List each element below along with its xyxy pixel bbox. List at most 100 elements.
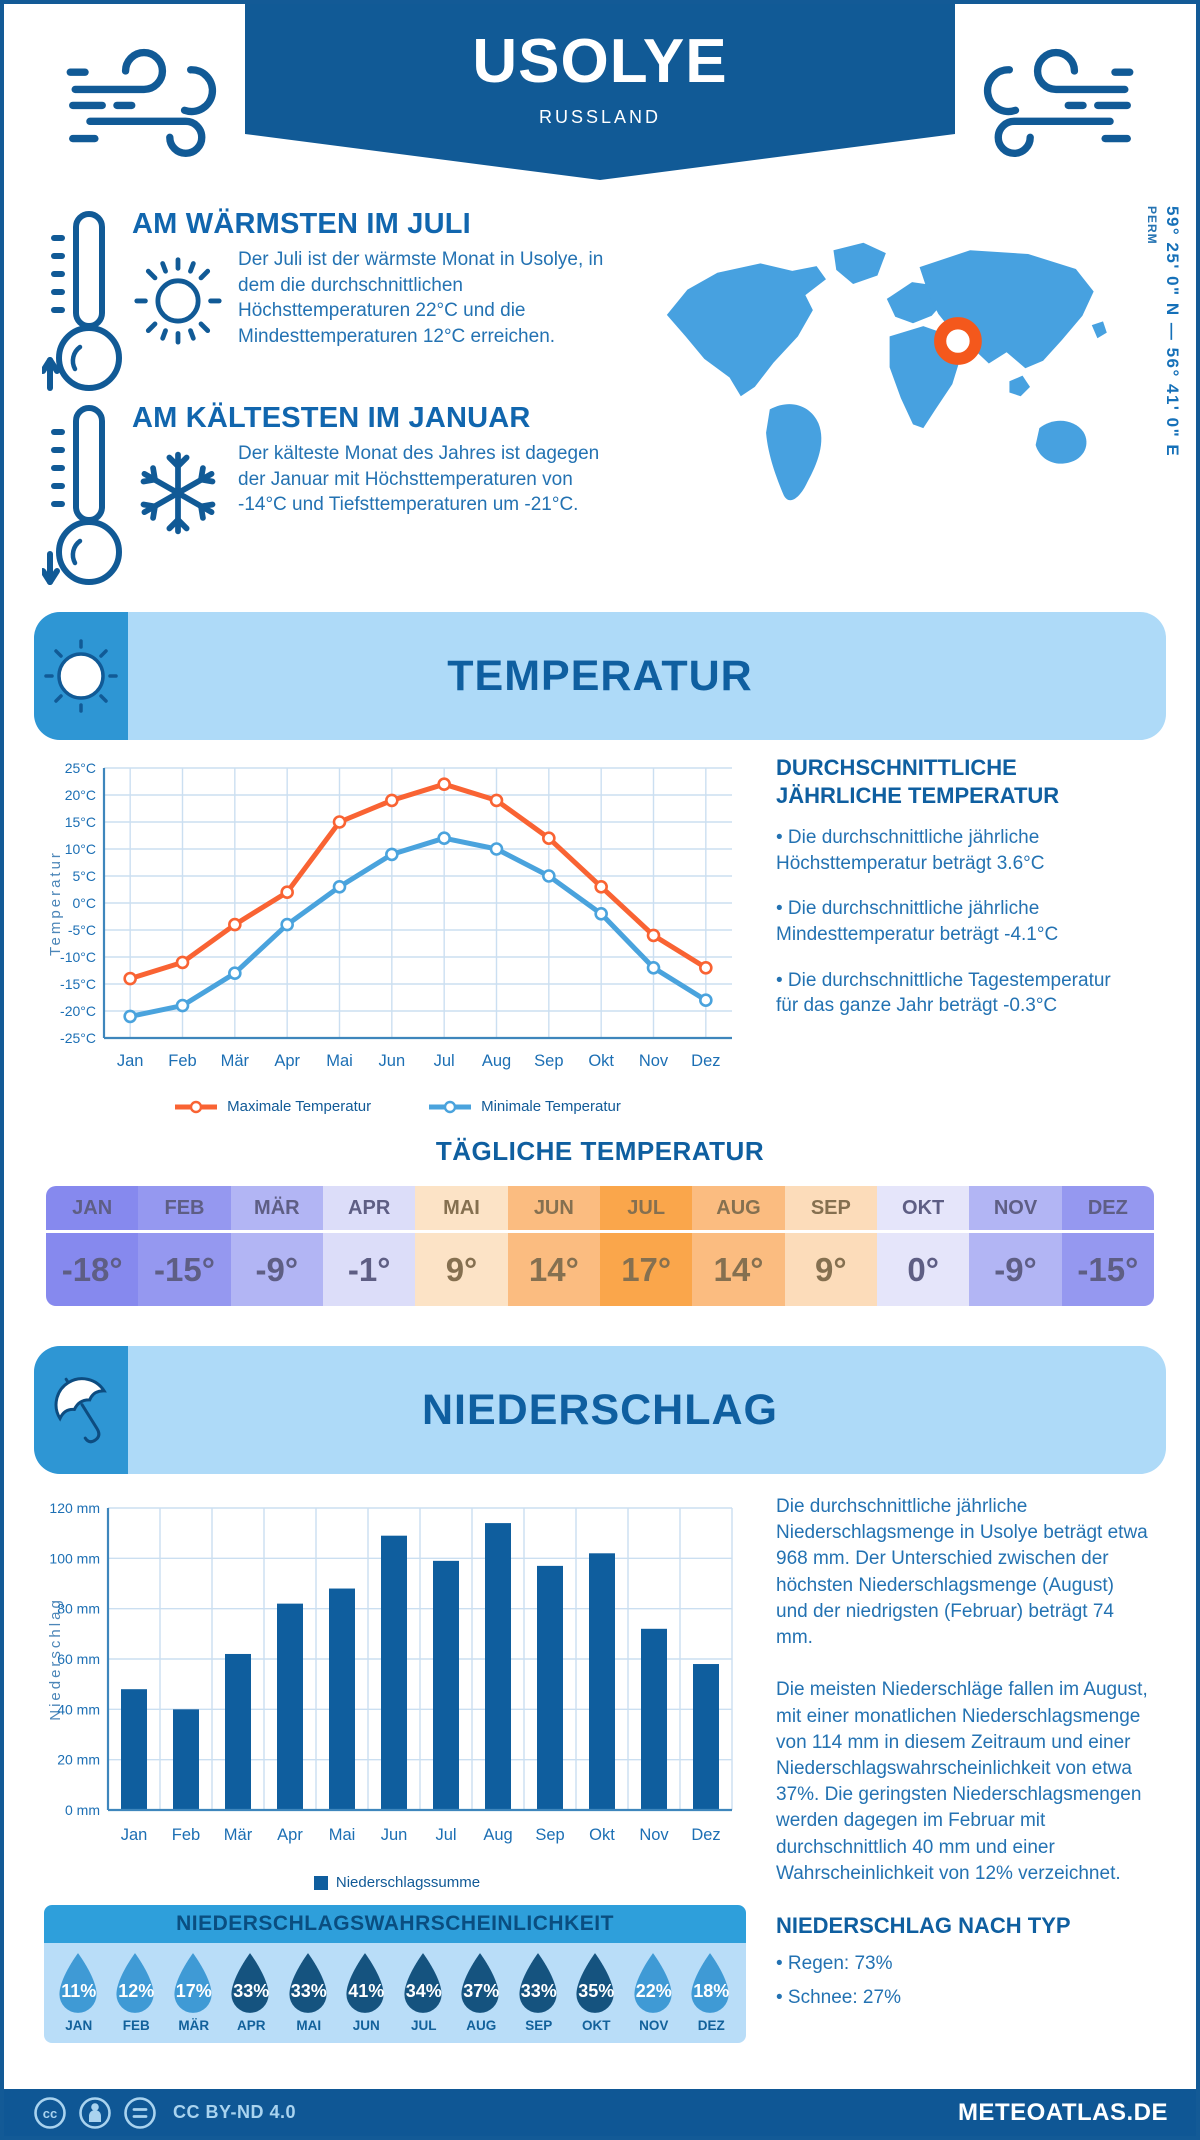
svg-text:Mai: Mai (329, 1826, 356, 1844)
precip-type-bullet: • Schnee: 27% (776, 1987, 901, 2009)
probability-droplet-jul: 34% JUL (398, 1951, 450, 2033)
svg-text:Mär: Mär (221, 1052, 250, 1070)
probability-box: NIEDERSCHLAGSWAHRSCHEINLICHKEIT 11% JAN 12… (44, 1905, 746, 2043)
svg-text:Okt: Okt (588, 1052, 614, 1070)
svg-text:100 mm: 100 mm (49, 1550, 100, 1566)
droplet-month-label: JUN (352, 2018, 380, 2033)
month-cell-jun: JUN 14° (507, 1186, 600, 1306)
month-temperature: -1° (347, 1250, 391, 1288)
droplet-icon (116, 1953, 154, 2013)
warmest-month-title: AM WÄRMSTEN IM JULI (132, 208, 471, 240)
precipitation-summary: Die durchschnittliche jährliche Niedersc… (776, 1494, 1164, 1887)
month-temperature: -9° (994, 1250, 1037, 1288)
svg-text:Nov: Nov (639, 1826, 669, 1844)
probability-value: 17% (175, 1981, 212, 2001)
month-temperature: 0° (907, 1250, 939, 1288)
probability-value: 18% (693, 1981, 730, 2001)
droplet-icon (346, 1953, 384, 2013)
precip-type-list: • Regen: 73% • Schnee: 27% (776, 1951, 1164, 2011)
probability-droplet-mär: 17% MÄR (168, 1951, 220, 2033)
svg-text:Temperatur: Temperatur (47, 850, 64, 956)
legend-label: Minimale Temperatur (481, 1098, 621, 1115)
probability-droplet-mai: 33% MAI (283, 1951, 335, 2033)
intro-section: AM WÄRMSTEN IM JULI Der Juli ist der wär… (4, 200, 1196, 600)
droplet-icon (404, 1953, 442, 2013)
coordinates-text: 59° 25' 0" N — 56° 41' 0" E (1163, 206, 1182, 458)
svg-text:-20°C: -20°C (60, 1003, 96, 1019)
month-temperature: -9° (255, 1250, 299, 1288)
droplet-month-label: DEZ (697, 2018, 725, 2033)
temp-summary-list: • Die durchschnittliche jährliche Höchst… (776, 825, 1164, 1019)
month-temperature: 14° (528, 1250, 579, 1288)
month-label: DEZ (1061, 1186, 1154, 1233)
location-marker (934, 317, 982, 365)
probability-droplet-apr: 33% APR (225, 1951, 277, 2033)
svg-text:40 mm: 40 mm (57, 1701, 100, 1717)
month-label: AUG (692, 1186, 785, 1233)
droplet-icon (519, 1953, 557, 2013)
month-label: SEP (784, 1186, 877, 1233)
precipitation-row: Niederschlag 0 mm 20 mm 40 mm 60 mm 80 mm 100 … (44, 1494, 1164, 2043)
header-banner: USOLYE RUSSLAND (245, 4, 955, 180)
droplet-icon (174, 1953, 212, 2013)
svg-text:Nov: Nov (639, 1052, 669, 1070)
svg-text:Mai: Mai (326, 1052, 353, 1070)
page-subtitle: RUSSLAND (538, 107, 662, 127)
coldest-month-fact: AM KÄLTESTEN IM JANUAR Der kälteste Mona… (42, 400, 627, 592)
droplet-month-label: MÄR (178, 2018, 210, 2033)
month-cell-aug: AUG 14° (692, 1186, 785, 1306)
svg-text:Dez: Dez (691, 1052, 720, 1070)
month-temperature: -15° (1077, 1250, 1139, 1288)
precipitation-chart-legend: Niederschlagssumme (44, 1874, 750, 1891)
probability-droplet-nov: 22% NOV (628, 1951, 680, 2033)
legend-item: Maximale Temperatur (173, 1098, 371, 1115)
probability-value: 35% (578, 1981, 615, 2001)
month-label: FEB (138, 1186, 231, 1233)
precip-type-title: NIEDERSCHLAG NACH TYP (776, 1913, 1071, 1939)
probability-value: 37% (463, 1981, 500, 2001)
month-cell-apr: APR -1° (323, 1186, 416, 1306)
svg-text:Jan: Jan (121, 1826, 148, 1844)
month-temperature: 9° (445, 1250, 478, 1288)
droplet-icon (59, 1953, 97, 2013)
svg-text:120 mm: 120 mm (49, 1500, 100, 1516)
svg-text:Jan: Jan (117, 1052, 144, 1070)
svg-text:0 mm: 0 mm (65, 1802, 100, 1818)
month-cell-dez: DEZ -15° (1061, 1186, 1154, 1306)
month-temperature: -15° (154, 1250, 215, 1288)
svg-text:Jul: Jul (434, 1052, 455, 1070)
site-name: METEOATLAS.DE (957, 2098, 1168, 2126)
month-label: JAN (46, 1186, 139, 1233)
probability-value: 34% (405, 1981, 442, 2001)
svg-text:10°C: 10°C (65, 841, 96, 857)
umbrella-band-icon (34, 1346, 128, 1474)
svg-text:20 mm: 20 mm (57, 1752, 100, 1768)
snowflake-icon (132, 441, 224, 541)
precipitation-paragraph: Die meisten Niederschläge fallen im Augu… (776, 1679, 1148, 1884)
svg-text:Aug: Aug (482, 1052, 511, 1070)
warmest-month-fact: AM WÄRMSTEN IM JULI Der Juli ist der wär… (42, 206, 627, 398)
warmest-month-text: Der Juli ist der wärmste Monat in Usolye… (238, 249, 604, 347)
probability-droplets: 11% JAN 12% FEB 17% MÄR 33% APR 33% MAI 41% JUN 34% J… (44, 1943, 746, 2043)
temp-summary-bullet: • Die durchschnittliche jährliche Mindes… (776, 898, 1059, 945)
svg-text:Dez: Dez (691, 1826, 720, 1844)
location-coordinates: PERM 59° 25' 0" N — 56° 41' 0" E (1145, 206, 1182, 457)
probability-droplet-dez: 18% DEZ (685, 1951, 737, 2033)
temp-summary-title: DURCHSCHNITTLICHE JÄHRLICHE TEMPERATUR (776, 755, 1060, 808)
month-temperature: 14° (713, 1250, 764, 1288)
probability-value: 33% (520, 1981, 557, 2001)
cc-icon: cc (34, 2096, 66, 2129)
droplet-month-label: MAI (296, 2018, 322, 2033)
legend-label: Niederschlagssumme (335, 1874, 481, 1891)
legend-square-marker (313, 1875, 328, 1890)
droplet-icon (691, 1953, 729, 2013)
probability-title: NIEDERSCHLAGSWAHRSCHEINLICHKEIT (44, 1905, 746, 1943)
svg-text:Sep: Sep (535, 1826, 564, 1844)
probability-value: 12% (118, 1981, 155, 2001)
precip-type-bullet: • Regen: 73% (776, 1953, 893, 1975)
temperature-chart-legend: Maximale Temperatur Minimale Temperatur (44, 1098, 750, 1115)
droplet-month-label: SEP (525, 2018, 553, 2033)
probability-droplet-jan: 11% JAN (53, 1951, 105, 2033)
svg-text:Okt: Okt (589, 1826, 615, 1844)
svg-text:Sep: Sep (534, 1052, 563, 1070)
